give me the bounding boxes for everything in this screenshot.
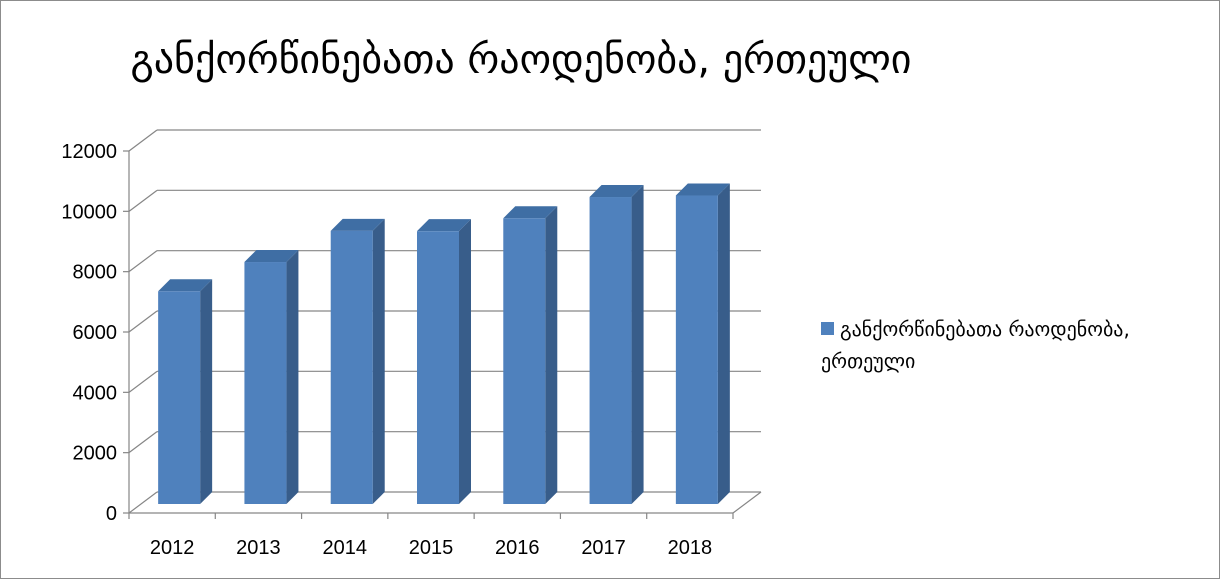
bar-top <box>589 185 644 198</box>
x-tick-label: 2013 <box>236 537 281 559</box>
gridline-diagonal <box>128 129 158 152</box>
bar-front <box>417 231 459 504</box>
x-tick-label: 2012 <box>150 537 195 559</box>
bar-front <box>330 230 373 505</box>
y-tick-label: 12000 <box>61 141 117 163</box>
bar-side <box>200 279 213 504</box>
bar-top <box>158 279 213 292</box>
gridline-diagonal <box>128 431 158 454</box>
legend-label: განქორწინებათა რაოდენობა, ერთეული <box>821 317 1130 373</box>
bar-front <box>244 262 287 504</box>
legend: განქორწინებათა რაოდენობა, ერთეული <box>821 313 1211 377</box>
bar-front <box>158 291 201 504</box>
y-tick-label: 2000 <box>73 443 118 465</box>
y-tick-label: 6000 <box>73 322 118 344</box>
bar-2012 <box>158 279 213 504</box>
gridline-diagonal <box>128 250 158 273</box>
bar-top <box>503 206 558 219</box>
floor-edge <box>732 491 762 514</box>
bar-top <box>330 218 385 231</box>
bar-side <box>717 183 730 504</box>
bar-side <box>286 250 299 504</box>
gridline-diagonal <box>128 310 158 333</box>
bar-side <box>631 185 644 505</box>
gridline-diagonal <box>128 491 158 514</box>
chart-title: განქორწინებათა რაოდენობა, ერთეული <box>130 37 912 83</box>
bar-side <box>372 218 385 505</box>
bar-top <box>244 250 299 263</box>
x-tick-label: 2014 <box>322 537 367 559</box>
bar-2013 <box>244 250 299 504</box>
y-tick-label: 10000 <box>61 201 117 223</box>
bar-side <box>459 219 471 504</box>
bar-top <box>675 183 730 196</box>
bar-front <box>675 195 718 504</box>
y-tick-label: 4000 <box>73 382 118 404</box>
x-tick-label: 2018 <box>668 537 713 559</box>
x-tick-label: 2015 <box>409 537 454 559</box>
bar-2015 <box>417 219 471 504</box>
y-tick-label: 8000 <box>73 262 118 284</box>
x-tick-label: 2016 <box>495 537 540 559</box>
gridline-diagonal <box>128 189 158 212</box>
y-tick-label: 0 <box>106 503 117 525</box>
bar-2014 <box>330 218 385 505</box>
bar-front <box>503 218 546 504</box>
bar-side <box>545 206 558 504</box>
bar-top <box>417 219 471 232</box>
legend-swatch <box>821 322 834 335</box>
gridline-diagonal <box>128 370 158 393</box>
bar-2016 <box>503 206 558 504</box>
bar-2017 <box>589 185 644 505</box>
x-tick-label: 2017 <box>581 537 626 559</box>
bar-2018 <box>675 183 730 504</box>
bar-front <box>589 197 632 505</box>
